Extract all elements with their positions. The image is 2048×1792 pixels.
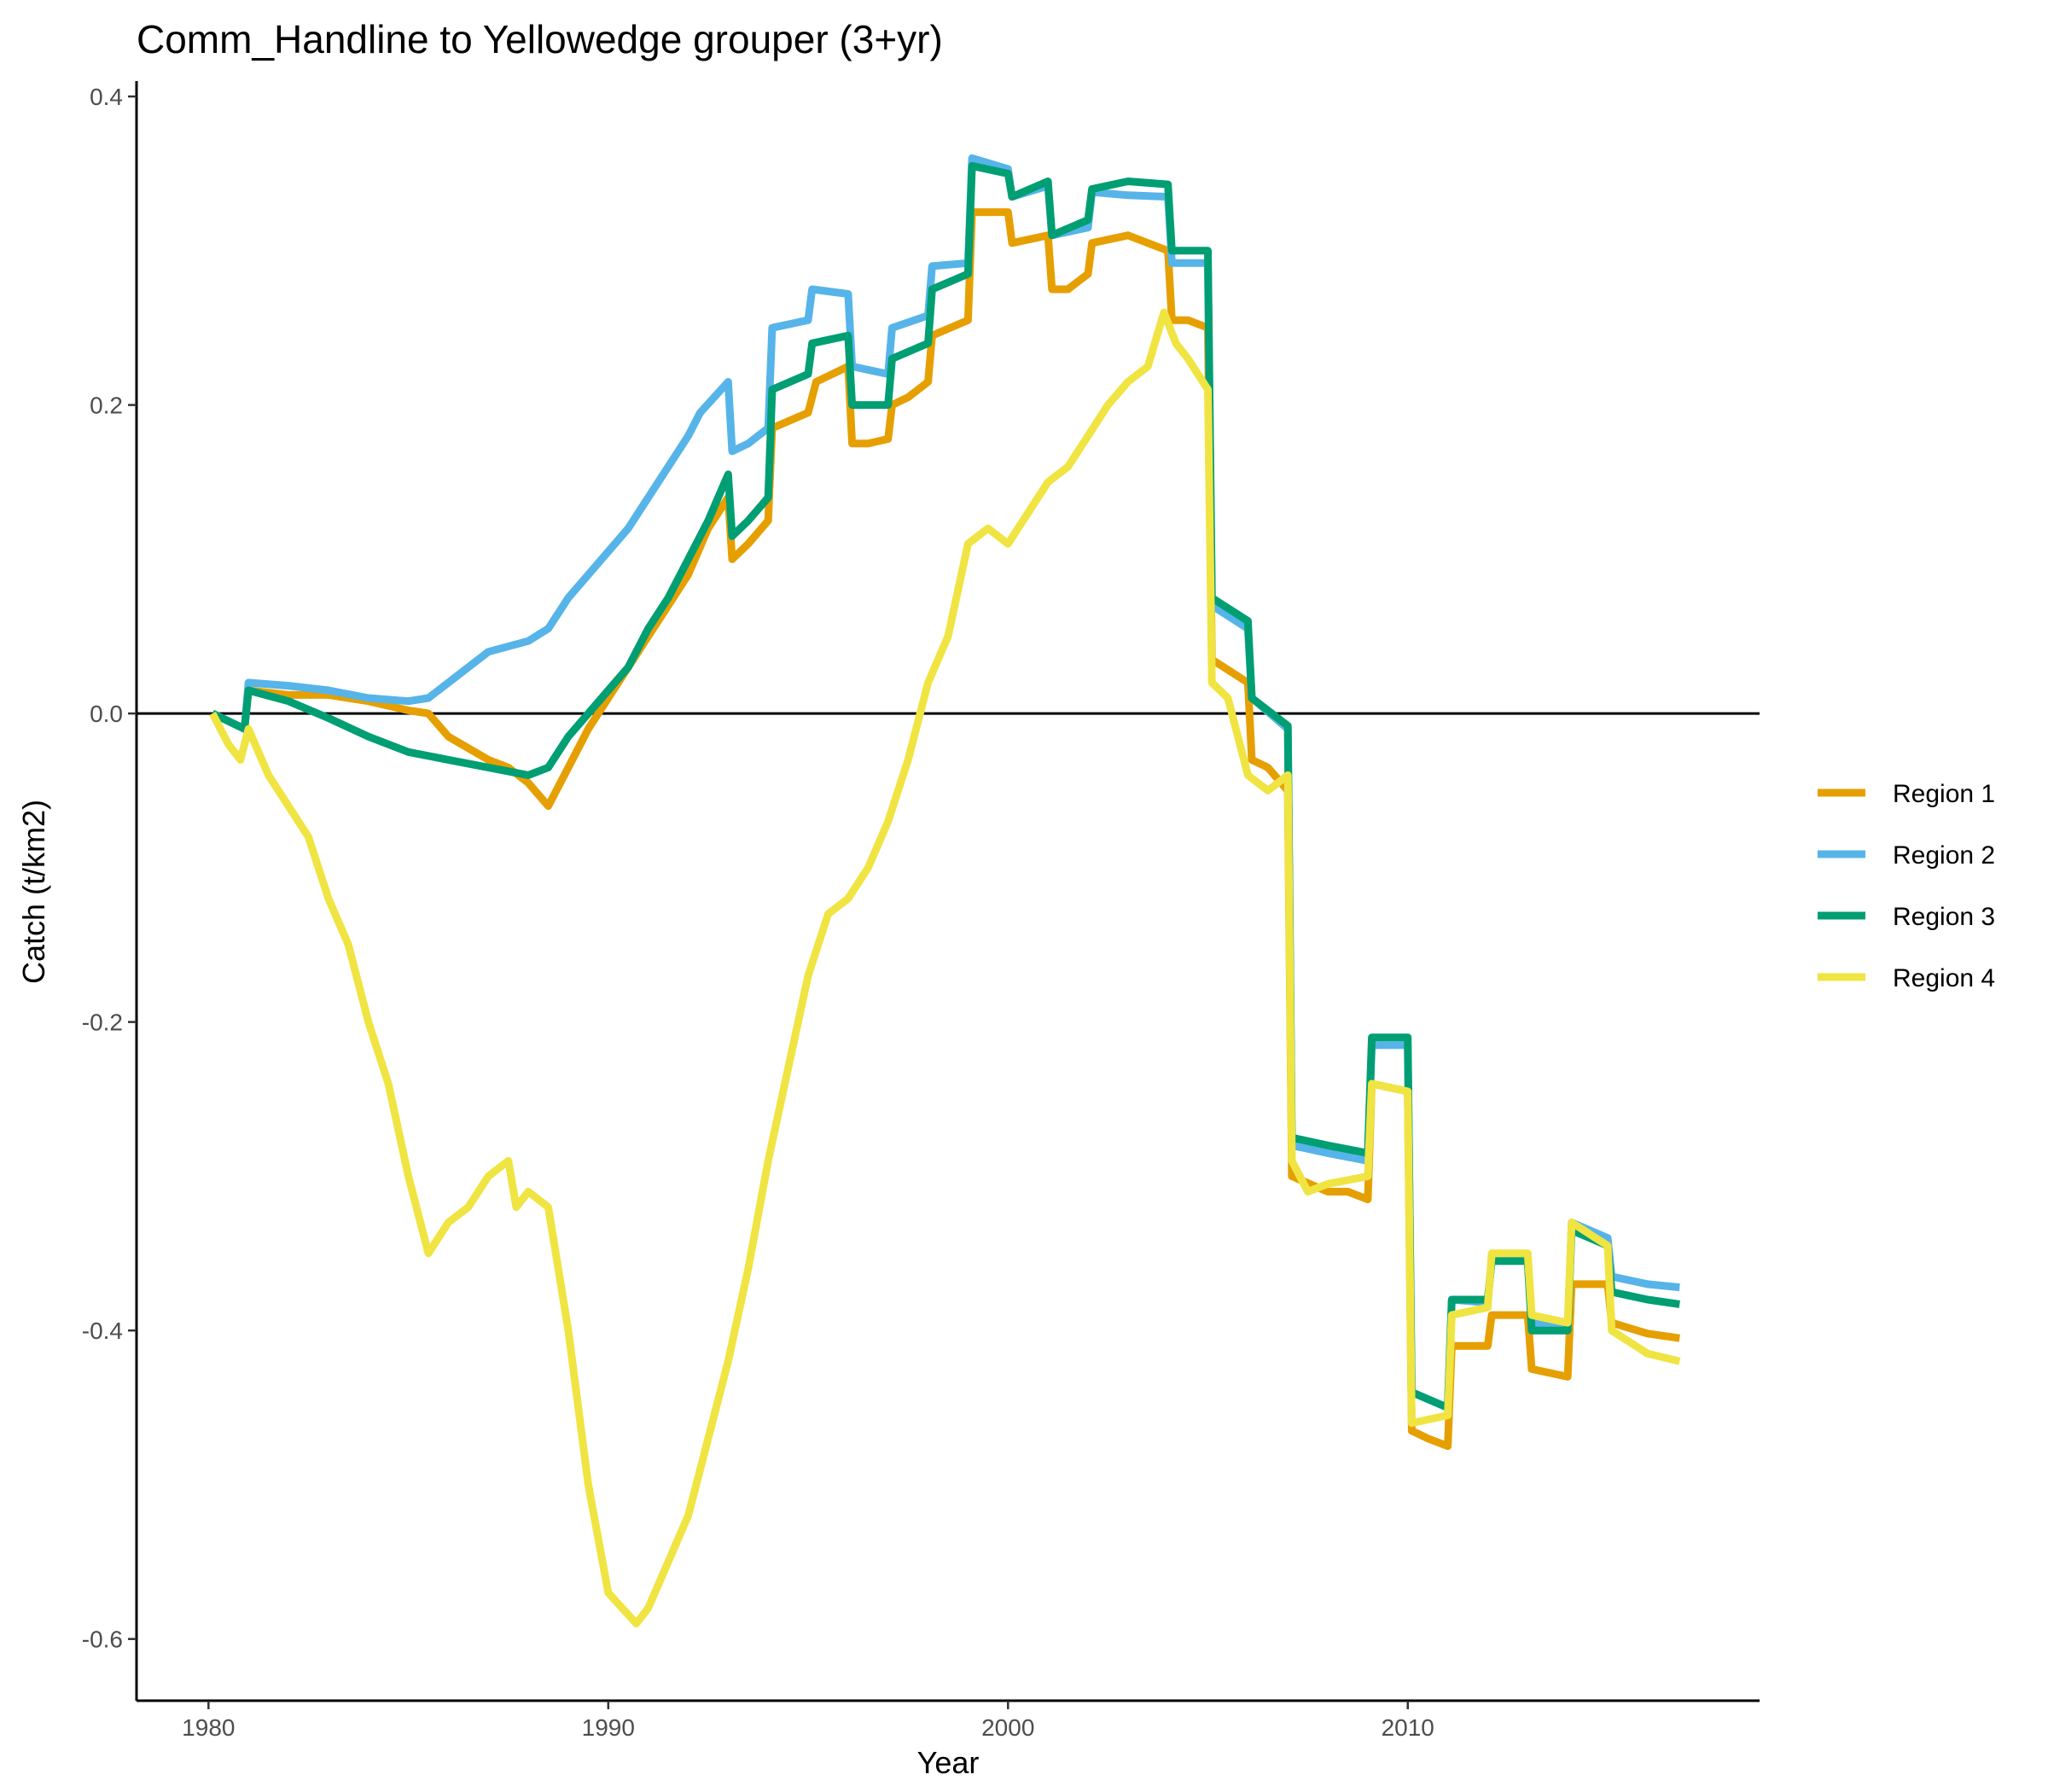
y-tick-label: -0.6	[82, 1626, 123, 1653]
x-tick-label: 1990	[582, 1714, 635, 1741]
series-line-region-2	[211, 154, 1680, 1412]
x-tick-label: 1980	[182, 1714, 235, 1741]
legend: Region 1 Region 2 Region 3 Region 4	[1818, 780, 1995, 992]
x-tick-label: 2000	[981, 1714, 1034, 1741]
y-tick-label: 0.0	[90, 701, 123, 727]
y-tick-label: -0.4	[82, 1318, 123, 1344]
series-line-region-4	[209, 308, 1681, 1628]
legend-label-region-3: Region 3	[1893, 903, 1995, 931]
x-ticks: 1980 1990 2000 2010	[182, 1701, 1434, 1741]
chart-title: Comm_Handline to Yellowedge grouper (3+y…	[137, 17, 943, 61]
plot-area	[137, 154, 1760, 1628]
y-tick-label: 0.4	[90, 84, 123, 110]
x-tick-label: 2010	[1382, 1714, 1434, 1741]
legend-label-region-1: Region 1	[1893, 780, 1995, 808]
y-tick-label: 0.2	[90, 393, 123, 419]
y-ticks: -0.6 -0.4 -0.2 0.0 0.2 0.4	[82, 84, 137, 1653]
legend-label-region-2: Region 2	[1893, 841, 1995, 870]
series-line-region-3	[211, 161, 1680, 1412]
y-tick-label: -0.2	[82, 1009, 123, 1036]
series-line-region-1	[211, 208, 1680, 1451]
x-axis-title: Year	[917, 1745, 980, 1780]
y-axis-title: Catch (t/km2)	[16, 800, 51, 984]
legend-label-region-4: Region 4	[1893, 964, 1995, 992]
